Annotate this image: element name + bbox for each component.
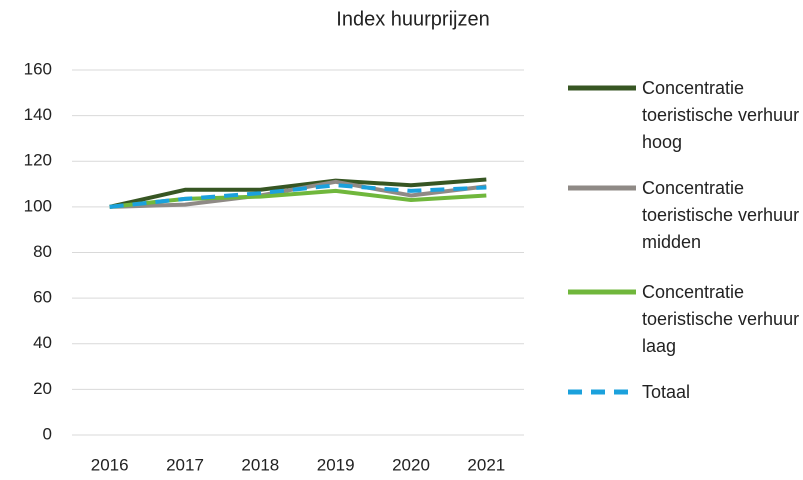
y-tick-label: 100 [24, 196, 52, 215]
y-tick-label: 140 [24, 105, 52, 124]
legend-label: Concentratie toeristische verhuur laag [642, 282, 800, 356]
x-tick-label: 2016 [91, 455, 129, 474]
y-tick-label: 20 [33, 379, 52, 398]
y-tick-label: 160 [24, 59, 52, 78]
chart-title: Index huurprijzen [336, 8, 489, 30]
series-line [109, 188, 487, 209]
y-tick-label: 80 [33, 242, 52, 261]
legend-label: Concentratie toeristische verhuur midden [642, 178, 800, 252]
y-tick-label: 40 [33, 333, 52, 352]
x-tick-label: 2021 [467, 455, 505, 474]
series-line [109, 177, 487, 209]
x-tick-label: 2017 [166, 455, 204, 474]
legend-label: Concentratie toeristische verhuur hoog [642, 78, 800, 152]
y-tick-label: 0 [43, 424, 52, 443]
y-tick-label: 120 [24, 151, 52, 170]
series-line [109, 183, 487, 209]
x-tick-label: 2018 [241, 455, 279, 474]
y-tick-label: 60 [33, 288, 52, 307]
legend-label: Totaal [642, 382, 691, 402]
x-tick-label: 2019 [317, 455, 355, 474]
x-tick-label: 2020 [392, 455, 430, 474]
